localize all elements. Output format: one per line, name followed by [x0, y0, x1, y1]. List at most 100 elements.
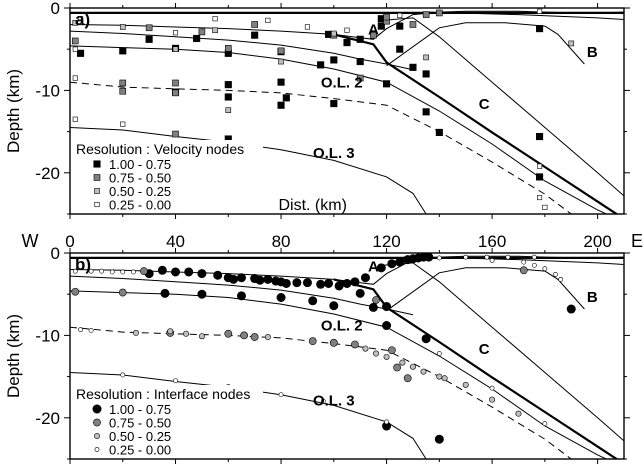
interface-node: [324, 278, 334, 288]
interface-node: [436, 255, 442, 261]
velocity-node: [422, 70, 430, 78]
plot-frame: [69, 7, 625, 215]
velocity-node: [331, 30, 337, 37]
velocity-node: [277, 101, 285, 109]
interface-node: [351, 340, 359, 349]
velocity-node: [536, 132, 544, 141]
velocity-node: [397, 12, 403, 18]
velocity-node: [72, 20, 79, 26]
velocity-node: [119, 79, 127, 87]
interface-line: [386, 267, 545, 312]
interface-node: [382, 302, 392, 312]
velocity-node: [330, 56, 338, 64]
region-label: B: [587, 289, 598, 306]
interface-node: [409, 363, 416, 370]
velocity-node: [172, 130, 179, 138]
interface-node: [88, 328, 94, 333]
interface-node: [383, 353, 390, 360]
interface-node: [403, 374, 412, 383]
interface-node: [184, 267, 194, 277]
interface-node: [167, 328, 174, 335]
interface-node: [183, 330, 190, 337]
legend-label: 1.00 - 0.75: [109, 157, 171, 172]
interface-node: [198, 333, 205, 340]
velocity-node: [304, 24, 310, 30]
legend-background: [73, 140, 263, 210]
interface-node: [334, 281, 344, 291]
interface-node: [519, 266, 528, 275]
interface-node: [255, 275, 265, 285]
panel-label: b): [75, 255, 91, 274]
velocity-node: [344, 27, 350, 33]
x-tick-label: 160: [478, 232, 506, 251]
interface-node: [387, 346, 396, 355]
interface-node: [229, 274, 239, 284]
legend-marker: [92, 404, 102, 414]
legend-marker: [94, 432, 101, 439]
interface-node: [329, 301, 339, 311]
velocity-node: [356, 35, 364, 43]
interface-node: [250, 333, 259, 341]
interface-line: [70, 10, 624, 40]
x-tick-label: 200: [583, 232, 611, 251]
interface-node: [118, 288, 127, 297]
region-label: O.L. 3: [313, 145, 355, 162]
velocity-node: [278, 58, 284, 65]
interface-node: [463, 254, 469, 260]
interface-node: [88, 268, 94, 274]
y-tick-label: -20: [35, 409, 60, 428]
legend-label: 0.50 - 0.25: [109, 184, 171, 199]
interface-node: [360, 273, 370, 283]
interface-node: [387, 259, 397, 269]
interface-line: [426, 11, 624, 20]
velocity-node: [423, 54, 429, 61]
y-tick-label: 0: [51, 244, 60, 263]
interface-node: [197, 269, 207, 279]
velocity-node: [172, 30, 179, 36]
interface-line: [386, 22, 545, 67]
y-tick-label: 0: [51, 0, 60, 18]
interface-line: [333, 33, 619, 214]
velocity-node: [78, 16, 84, 22]
region-label: C: [479, 96, 490, 113]
y-axis-label: Depth (km): [4, 69, 23, 153]
velocity-node: [224, 45, 232, 52]
velocity-node: [383, 13, 390, 21]
velocity-node: [72, 75, 78, 81]
region-label: A: [368, 22, 379, 39]
velocity-node: [436, 9, 443, 17]
interface-node: [355, 288, 365, 298]
interface-node: [281, 278, 291, 288]
interface-node: [421, 334, 431, 344]
interface-node: [120, 372, 126, 378]
interface-line: [70, 30, 414, 71]
interface-node: [276, 292, 286, 302]
velocity-node: [536, 25, 544, 33]
interface-node: [489, 258, 495, 263]
legend-title: Resolution : Velocity nodes: [76, 141, 244, 157]
panel-label: a): [75, 10, 90, 29]
velocity-node: [356, 58, 364, 66]
legend-marker: [94, 201, 100, 208]
region-label: O.L. 3: [313, 393, 355, 410]
x-axis-label: Dist. (km): [278, 197, 346, 214]
velocity-node: [119, 24, 126, 30]
x-tick-label: 120: [372, 232, 400, 251]
interface-node: [434, 434, 444, 444]
velocity-node: [277, 47, 285, 55]
velocity-node: [172, 79, 179, 87]
interface-line: [544, 270, 585, 310]
velocity-node: [145, 35, 153, 43]
velocity-node: [225, 107, 232, 113]
interface-node: [130, 269, 136, 275]
interface-node: [531, 254, 537, 260]
legend-marker: [93, 160, 101, 168]
interface-node: [484, 254, 490, 260]
data-markers: [71, 8, 575, 210]
interface-node: [139, 267, 148, 276]
velocity-node: [317, 61, 325, 69]
interface-node: [393, 363, 402, 372]
legend-label: 0.25 - 0.00: [109, 443, 171, 458]
x-tick-label: 40: [166, 232, 185, 251]
